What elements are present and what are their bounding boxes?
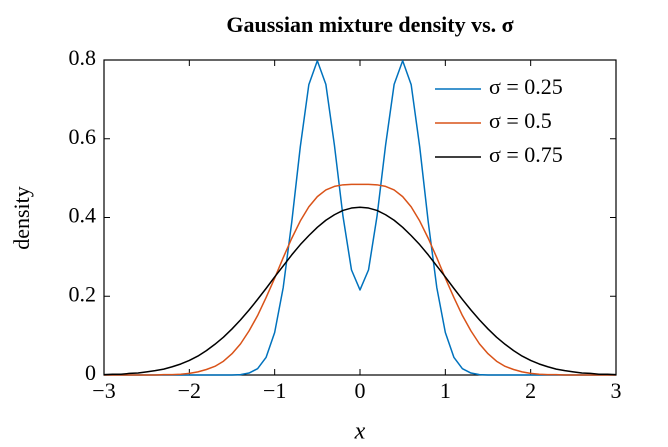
chart-title: Gaussian mixture density vs. σ [226, 12, 513, 37]
y-tick-label: 0.4 [69, 203, 97, 228]
line-series [104, 183, 616, 376]
y-tick-label: 0 [85, 360, 96, 385]
y-tick-label: 0.2 [69, 281, 97, 306]
y-tick-label: 0.8 [69, 45, 97, 70]
legend-label: σ = 0.5 [489, 108, 552, 133]
line-series [103, 206, 617, 376]
line-series [104, 60, 616, 376]
x-tick-label: −3 [92, 378, 115, 403]
y-axis-label: density [9, 186, 34, 250]
x-tick-label: 1 [440, 378, 451, 403]
x-tick-label: 3 [611, 378, 622, 403]
x-tick-label: −2 [178, 378, 201, 403]
x-tick-label: 2 [525, 378, 536, 403]
x-axis-label: x [354, 419, 366, 445]
legend-label: σ = 0.75 [489, 142, 563, 167]
x-tick-label: 0 [355, 378, 366, 403]
y-tick-label: 0.6 [69, 124, 97, 149]
x-tick-label: −1 [263, 378, 286, 403]
legend-label: σ = 0.25 [489, 74, 563, 99]
